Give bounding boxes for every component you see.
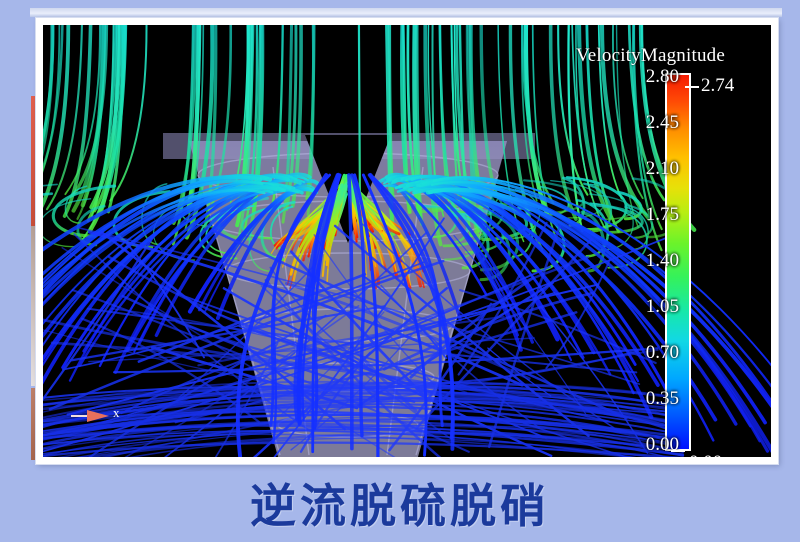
left-margin-strip-neutral (31, 226, 36, 386)
spray-streamlines (43, 172, 771, 457)
slide-top-edge (30, 8, 782, 17)
axis-orientation-indicator: x (71, 405, 131, 427)
cfd-render-canvas: VelocityMagnitude 2.80 2.45 2.10 1.75 1.40 1.… (43, 25, 771, 457)
image-frame: VelocityMagnitude 2.80 2.45 2.10 1.75 1.40 1.… (36, 18, 778, 464)
slide-caption: 逆流脱硫脱硝 (250, 479, 550, 533)
axis-arrow-icon (71, 410, 109, 422)
left-margin-strip-red (31, 96, 36, 226)
axis-label-x: x (113, 405, 120, 420)
left-margin-strip-red-lower (31, 388, 36, 460)
